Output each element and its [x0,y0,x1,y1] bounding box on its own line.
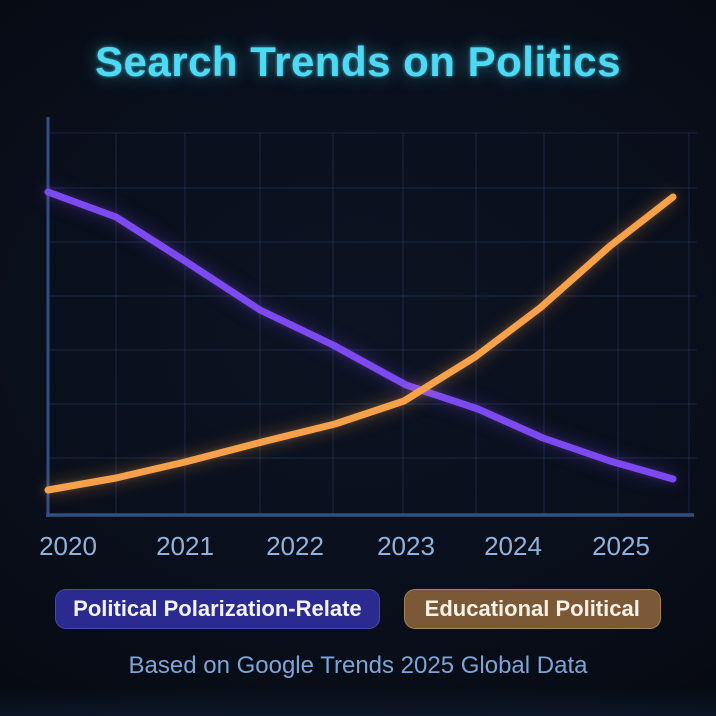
legend-badge-label: Political Polarization-Relate [73,596,362,621]
legend-badge-label: Educational Political [424,596,640,621]
page-title: Search Trends on Politics [95,38,621,85]
x-tick-label-2022: 2022 [266,531,324,561]
x-tick-label-2025: 2025 [592,531,650,561]
legend-badge-political-polarization: Political Polarization-Relate [55,589,380,629]
series-line-educational-political [44,193,677,494]
series-line-political-polarization [44,188,677,483]
x-tick-label-2024: 2024 [484,531,542,561]
legend-badge-educational-political: Educational Political [403,589,661,629]
source-note: Based on Google Trends 2025 Global Data [128,652,588,679]
x-tick-label-2020: 2020 [39,531,97,561]
legend: Political Polarization-Relate Educationa… [0,589,716,629]
gridlines [48,132,697,515]
x-tick-label-2021: 2021 [156,531,214,561]
x-tick-label-2023: 2023 [377,531,435,561]
